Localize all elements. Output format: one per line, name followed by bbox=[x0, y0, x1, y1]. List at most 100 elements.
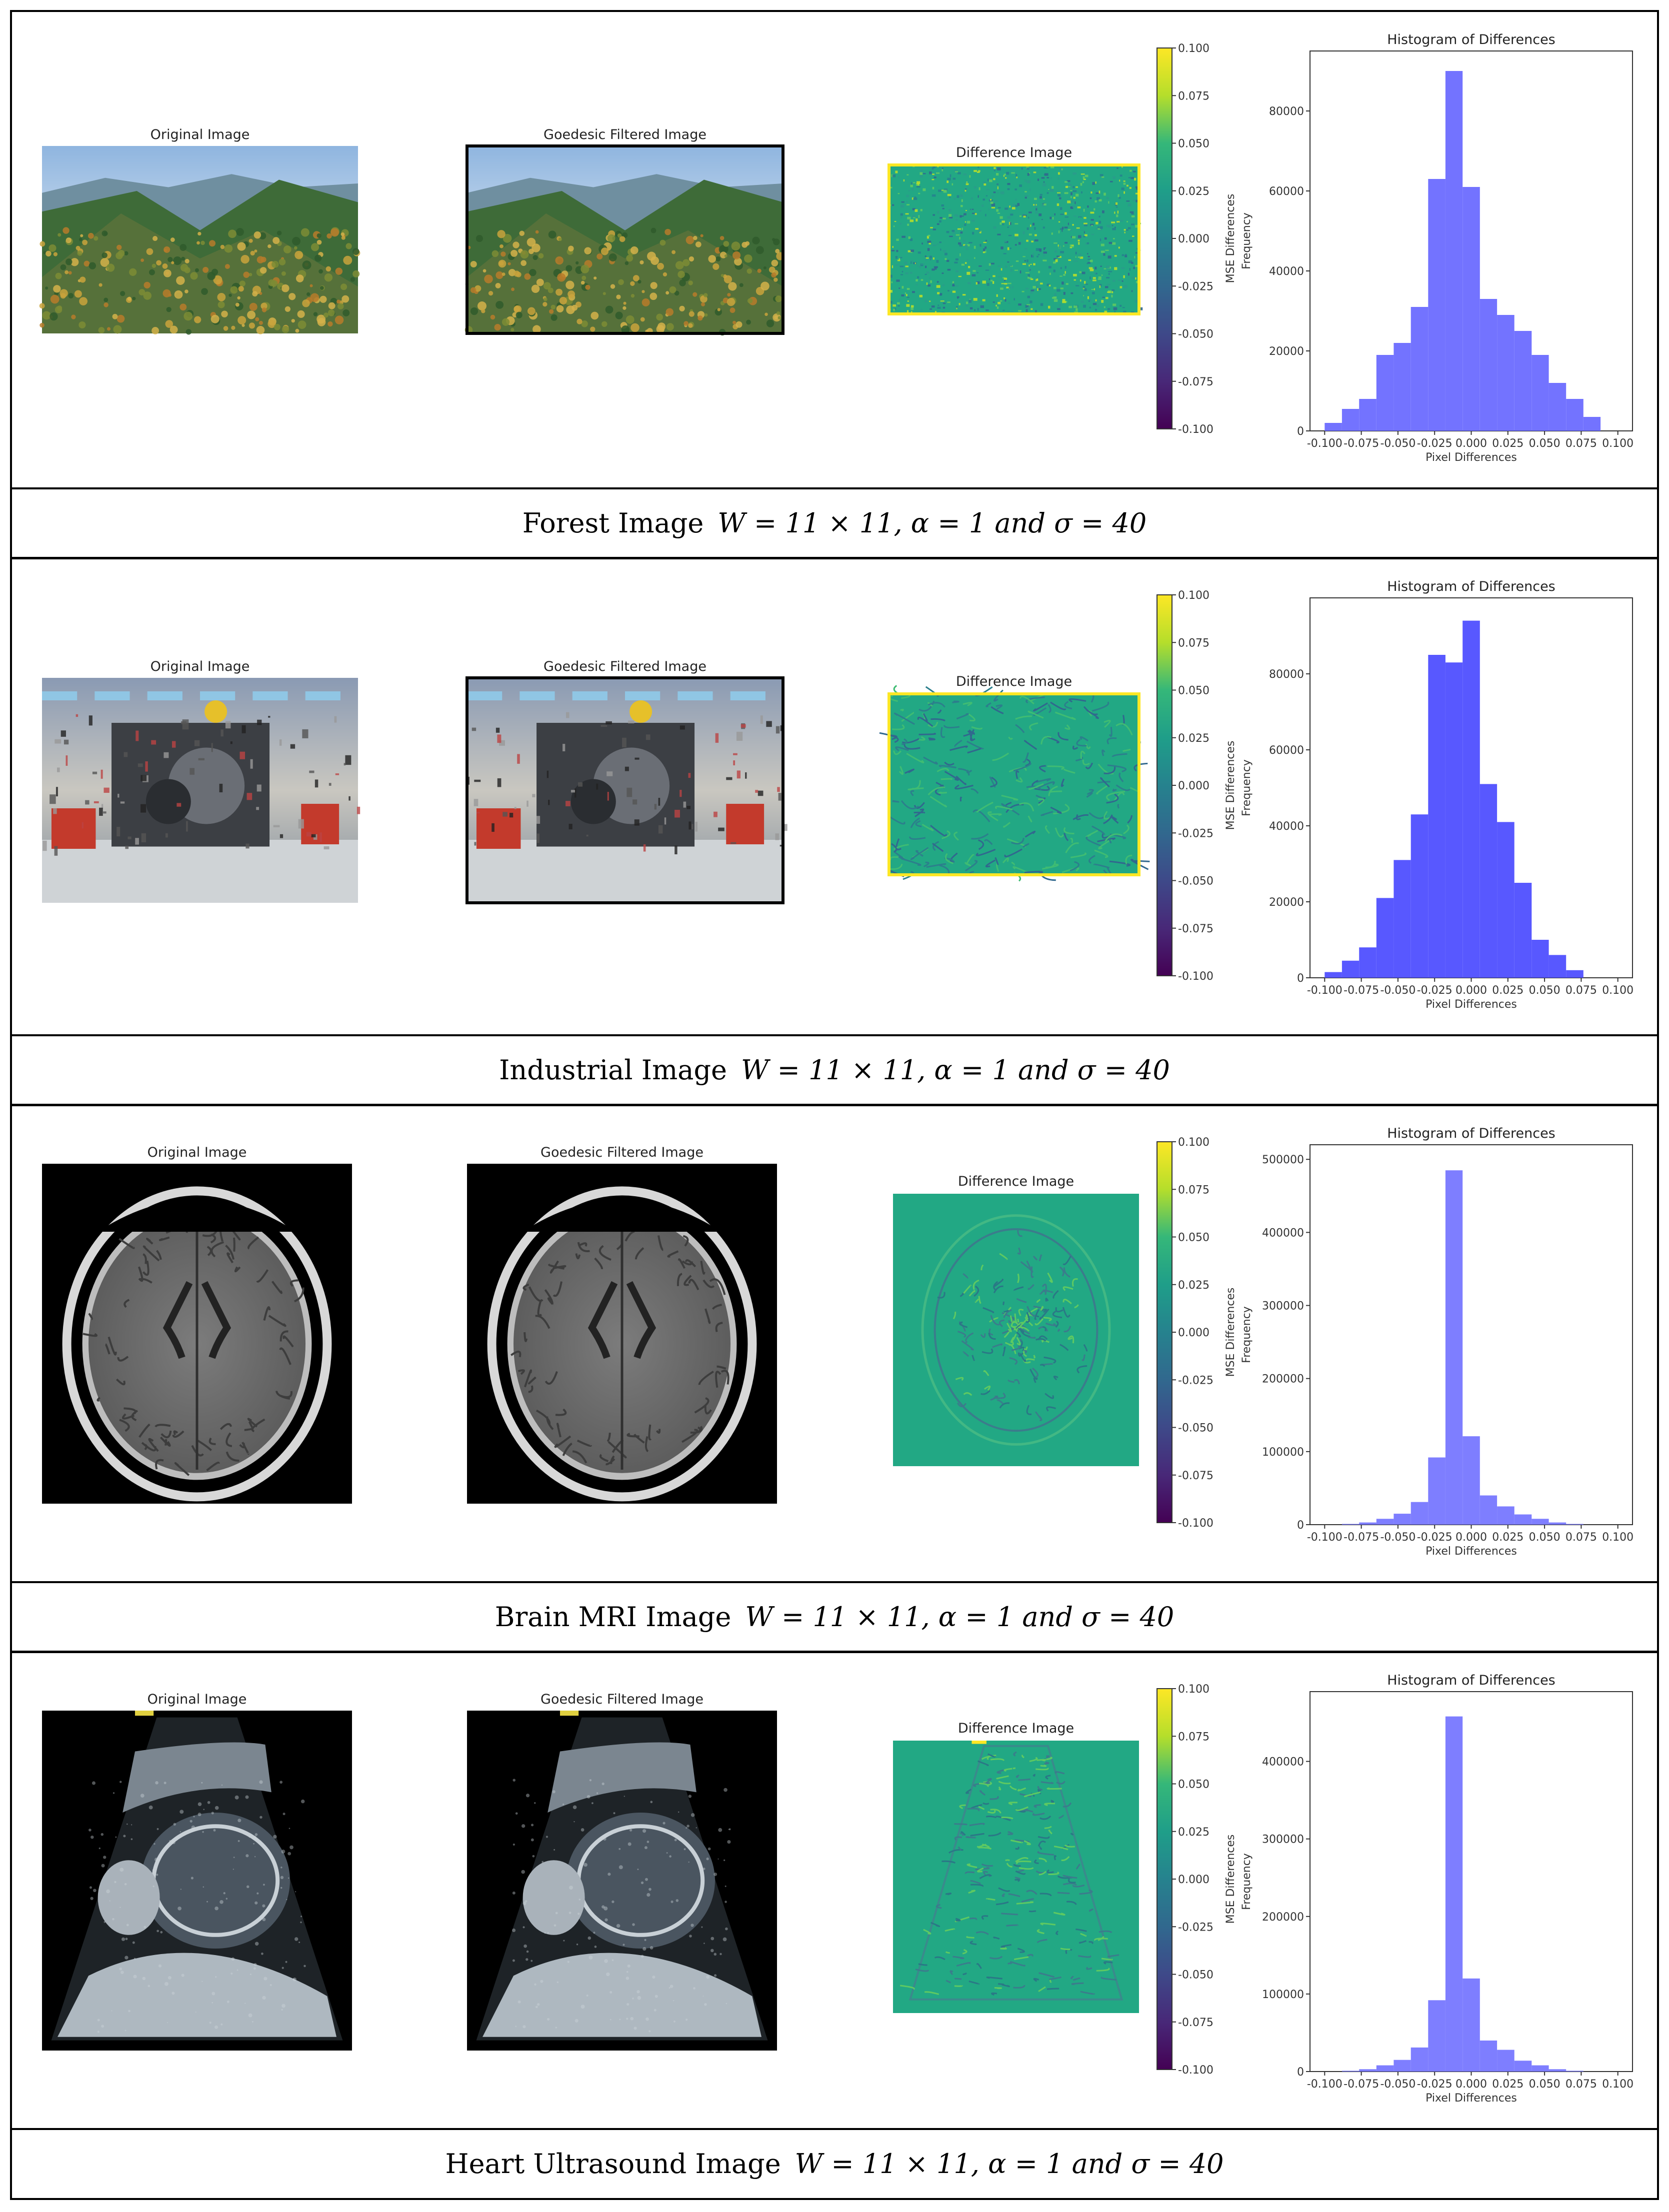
colorbar-tick-label: -0.100 bbox=[1178, 1517, 1214, 1530]
x-tick-label: -0.100 bbox=[1307, 2078, 1342, 2091]
histogram-bar bbox=[1428, 179, 1446, 431]
histogram-bar bbox=[1548, 1522, 1566, 1525]
histogram-bar bbox=[1514, 2061, 1532, 2072]
colorbar-tick-label: 0.050 bbox=[1178, 1232, 1210, 1244]
colorbar-tick-label: -0.075 bbox=[1178, 2017, 1214, 2029]
x-tick-label: 0.000 bbox=[1456, 1531, 1487, 1544]
histogram-bar bbox=[1462, 1436, 1480, 1525]
x-tick-label: -0.050 bbox=[1380, 984, 1416, 997]
y-tick-label: 80000 bbox=[1269, 668, 1304, 681]
histogram-bar bbox=[1480, 1495, 1498, 1525]
colorbar-tick-label: 0.075 bbox=[1178, 1184, 1210, 1196]
difference-image-title: Difference Image bbox=[956, 145, 1072, 160]
histogram-bar bbox=[1583, 417, 1601, 431]
histogram-chart: Histogram of Differences 0 100000 200000 300… bbox=[1240, 1126, 1634, 1558]
x-tick-label: 0.075 bbox=[1566, 437, 1597, 450]
x-tick-label: -0.025 bbox=[1417, 1531, 1452, 1544]
colorbar: 0.100 0.075 0.050 0.025 0.000 -0.025 -0.050 -0.… bbox=[1156, 1136, 1237, 1530]
difference-image bbox=[879, 685, 1150, 882]
y-axis-label: Frequency bbox=[1240, 1853, 1253, 1910]
histogram-bar bbox=[1532, 940, 1549, 978]
colorbar-tick-label: 0.100 bbox=[1178, 1136, 1210, 1149]
colorbar-tick-label: 0.075 bbox=[1178, 1731, 1210, 1743]
caption: Forest Image W = 11 × 11, α = 1 and σ = 4… bbox=[522, 507, 1146, 539]
histogram-bar bbox=[1566, 1524, 1584, 1525]
histogram-bar bbox=[1376, 1519, 1394, 1525]
histogram-bar bbox=[1410, 814, 1428, 978]
colorbar-tick-label: 0.075 bbox=[1178, 637, 1210, 649]
colorbar-tick-label: 0.025 bbox=[1178, 732, 1210, 745]
colorbar-tick-label: -0.050 bbox=[1178, 1422, 1214, 1435]
y-tick-label: 0 bbox=[1297, 2066, 1304, 2079]
x-tick-label: -0.025 bbox=[1417, 2078, 1452, 2091]
panel-row-forest: Forest Image W = 11 × 11, α = 1 and σ = 4… bbox=[10, 10, 1659, 559]
difference-image bbox=[893, 1741, 1139, 2013]
filtered-image bbox=[466, 676, 788, 904]
y-tick-label: 0 bbox=[1297, 425, 1304, 438]
histogram-bar bbox=[1514, 1514, 1532, 1525]
y-tick-label: 60000 bbox=[1269, 185, 1304, 198]
histogram-bar bbox=[1394, 1514, 1411, 1525]
histogram-bar bbox=[1532, 355, 1549, 431]
y-tick-label: 0 bbox=[1297, 972, 1304, 985]
y-tick-label: 400000 bbox=[1262, 1227, 1304, 1239]
caption-frame bbox=[10, 2128, 1659, 2200]
x-tick-label: 0.000 bbox=[1456, 2078, 1487, 2091]
histogram-bar bbox=[1445, 71, 1463, 431]
colorbar-tick-label: -0.050 bbox=[1178, 328, 1214, 341]
original-image bbox=[42, 1711, 352, 2051]
histogram-title: Histogram of Differences bbox=[1387, 1126, 1556, 1141]
histogram-bar bbox=[1497, 822, 1514, 978]
histogram-bar bbox=[1566, 2071, 1584, 2072]
histogram-bar bbox=[1428, 1457, 1446, 1525]
x-tick-label: -0.075 bbox=[1344, 1531, 1379, 1544]
original-image-title: Original Image bbox=[150, 127, 250, 142]
histogram-bar bbox=[1342, 960, 1360, 978]
histogram-bar bbox=[1445, 1716, 1463, 2072]
y-tick-label: 200000 bbox=[1262, 1911, 1304, 1924]
difference-image-title: Difference Image bbox=[958, 1721, 1074, 1736]
colorbar-tick-label: 0.100 bbox=[1178, 42, 1210, 55]
histogram-title: Histogram of Differences bbox=[1387, 32, 1556, 47]
colorbar-tick-label: -0.100 bbox=[1178, 2064, 1214, 2077]
histogram-bar bbox=[1462, 620, 1480, 978]
histogram-bar bbox=[1410, 307, 1428, 431]
colorbar-tick-label: 0.100 bbox=[1178, 1683, 1210, 1696]
histogram-bar bbox=[1514, 883, 1532, 978]
histogram-bar bbox=[1394, 860, 1411, 978]
histogram-bar bbox=[1342, 409, 1360, 431]
filtered-image-title: Goedesic Filtered Image bbox=[544, 659, 706, 674]
histogram-bar bbox=[1376, 2065, 1394, 2072]
x-tick-label: 0.050 bbox=[1529, 984, 1560, 997]
x-tick-label: -0.075 bbox=[1344, 984, 1379, 997]
histogram-bar bbox=[1462, 187, 1480, 431]
histogram-bar bbox=[1480, 2040, 1498, 2072]
x-tick-label: -0.050 bbox=[1380, 2078, 1416, 2091]
caption: Industrial Image W = 11 × 11, α = 1 and σ… bbox=[499, 1054, 1170, 1086]
original-image-title: Original Image bbox=[148, 1145, 247, 1160]
y-axis-label: Frequency bbox=[1240, 212, 1253, 269]
histogram-bar bbox=[1480, 784, 1498, 978]
y-tick-label: 60000 bbox=[1269, 744, 1304, 757]
difference-image bbox=[893, 1194, 1139, 1466]
histogram-bar bbox=[1480, 299, 1498, 431]
histogram-bar bbox=[1394, 343, 1411, 431]
y-tick-label: 0 bbox=[1297, 1519, 1304, 1532]
y-tick-label: 200000 bbox=[1262, 1373, 1304, 1386]
x-tick-label: 0.075 bbox=[1566, 2078, 1597, 2091]
y-tick-label: 400000 bbox=[1262, 1756, 1304, 1769]
filtered-image bbox=[464, 144, 784, 336]
x-tick-label: 0.050 bbox=[1529, 437, 1560, 450]
colorbar-tick-label: -0.025 bbox=[1178, 827, 1214, 840]
y-tick-label: 40000 bbox=[1269, 265, 1304, 278]
colorbar-tick-label: -0.100 bbox=[1178, 970, 1214, 983]
caption-params: W = 11 × 11, α = 1 and σ = 40 bbox=[795, 2148, 1224, 2180]
histogram-bar bbox=[1410, 1502, 1428, 1525]
colorbar: 0.100 0.075 0.050 0.025 0.000 -0.025 -0.050 -0.… bbox=[1156, 1683, 1237, 2077]
y-tick-label: 300000 bbox=[1262, 1834, 1304, 1846]
difference-image-title: Difference Image bbox=[958, 1174, 1074, 1189]
caption-label: Forest Image bbox=[522, 507, 704, 539]
x-tick-label: -0.050 bbox=[1380, 437, 1416, 450]
original-image-title: Original Image bbox=[150, 659, 250, 674]
